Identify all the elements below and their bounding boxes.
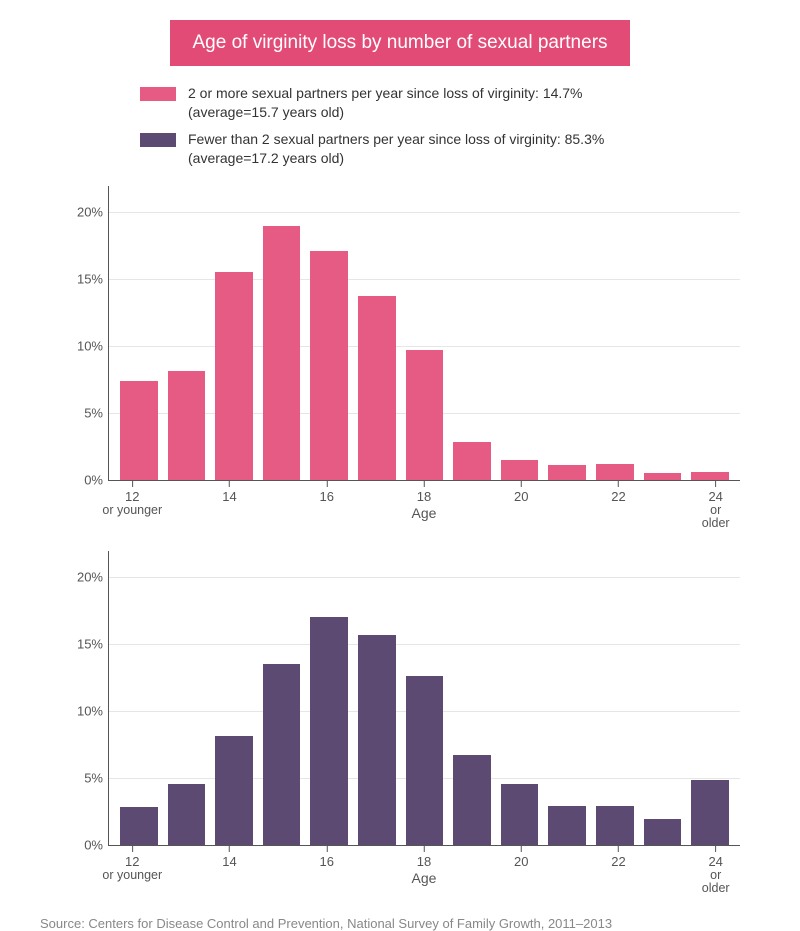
bar xyxy=(263,226,301,480)
x-axis: 12or younger141618202224or olderAge xyxy=(108,846,740,892)
y-axis-label: 5% xyxy=(63,770,103,785)
x-axis-tick-label: 24 xyxy=(702,854,730,869)
x-axis: 12or younger141618202224or olderAge xyxy=(108,481,740,527)
bar xyxy=(501,784,539,844)
x-axis-tick: 14 xyxy=(222,481,236,504)
y-axis-label: 20% xyxy=(63,570,103,585)
x-axis-sublabel: or older xyxy=(702,869,730,895)
bar xyxy=(168,784,206,844)
bar xyxy=(596,806,634,845)
bars-container xyxy=(109,551,740,845)
bar xyxy=(406,676,444,844)
x-axis-tick: 16 xyxy=(320,846,334,869)
legend-item: Fewer than 2 sexual partners per year si… xyxy=(140,130,660,168)
y-axis-label: 10% xyxy=(63,703,103,718)
x-axis-tick-label: 16 xyxy=(320,489,334,504)
x-axis-title: Age xyxy=(412,870,437,886)
bars-container xyxy=(109,186,740,480)
bar xyxy=(596,464,634,480)
bar-chart-bottom: 0%5%10%15%20%12or younger141618202224or … xyxy=(40,551,760,892)
chart-title: Age of virginity loss by number of sexua… xyxy=(170,20,629,66)
x-axis-title: Age xyxy=(412,505,437,521)
x-axis-tick-label: 22 xyxy=(611,854,625,869)
bar xyxy=(644,473,682,480)
bar xyxy=(263,664,301,844)
x-axis-tick-label: 18 xyxy=(417,489,431,504)
x-axis-tick: 12or younger xyxy=(102,481,162,517)
x-axis-tick: 24or older xyxy=(702,481,730,530)
bar xyxy=(120,381,158,480)
x-axis-tick-label: 24 xyxy=(702,489,730,504)
x-axis-tick: 24or older xyxy=(702,846,730,895)
bar xyxy=(501,460,539,480)
bar xyxy=(453,755,491,845)
x-axis-sublabel: or older xyxy=(702,504,730,530)
x-axis-tick: 22 xyxy=(611,481,625,504)
bar xyxy=(215,272,253,479)
y-axis-label: 20% xyxy=(63,205,103,220)
x-axis-tick: 12or younger xyxy=(102,846,162,882)
bar xyxy=(691,780,729,844)
x-axis-tick-label: 12 xyxy=(102,854,162,869)
x-axis-tick-label: 22 xyxy=(611,489,625,504)
x-axis-tick: 14 xyxy=(222,846,236,869)
legend-swatch-1 xyxy=(140,133,176,147)
x-axis-tick: 20 xyxy=(514,481,528,504)
bar-chart-top: 0%5%10%15%20%12or younger141618202224or … xyxy=(40,186,760,527)
bar xyxy=(120,807,158,844)
x-axis-tick-label: 14 xyxy=(222,489,236,504)
bar xyxy=(644,819,682,844)
y-axis-label: 0% xyxy=(63,472,103,487)
y-axis-label: 5% xyxy=(63,405,103,420)
bar xyxy=(358,296,396,479)
y-axis-label: 0% xyxy=(63,837,103,852)
bar xyxy=(548,465,586,480)
bar xyxy=(215,736,253,844)
bar xyxy=(168,371,206,479)
x-axis-tick: 18 xyxy=(417,481,431,504)
x-axis-tick-label: 18 xyxy=(417,854,431,869)
x-axis-tick-label: 20 xyxy=(514,854,528,869)
plot-area: 0%5%10%15%20% xyxy=(108,186,740,481)
x-axis-tick: 20 xyxy=(514,846,528,869)
y-axis-label: 15% xyxy=(63,637,103,652)
x-axis-tick-label: 14 xyxy=(222,854,236,869)
legend-text-0: 2 or more sexual partners per year since… xyxy=(188,84,660,122)
bar xyxy=(406,350,444,480)
bar xyxy=(310,251,348,480)
bar xyxy=(691,472,729,480)
x-axis-tick: 16 xyxy=(320,481,334,504)
x-axis-sublabel: or younger xyxy=(102,504,162,517)
x-axis-tick: 18 xyxy=(417,846,431,869)
legend: 2 or more sexual partners per year since… xyxy=(140,84,660,168)
legend-item: 2 or more sexual partners per year since… xyxy=(140,84,660,122)
source-citation: Source: Centers for Disease Control and … xyxy=(40,916,760,931)
bar xyxy=(310,617,348,844)
y-axis-label: 15% xyxy=(63,272,103,287)
plot-area: 0%5%10%15%20% xyxy=(108,551,740,846)
bar xyxy=(358,635,396,845)
bar xyxy=(453,442,491,479)
x-axis-tick-label: 16 xyxy=(320,854,334,869)
x-axis-tick-label: 12 xyxy=(102,489,162,504)
x-axis-sublabel: or younger xyxy=(102,869,162,882)
bar xyxy=(548,806,586,845)
legend-swatch-0 xyxy=(140,87,176,101)
y-axis-label: 10% xyxy=(63,338,103,353)
legend-text-1: Fewer than 2 sexual partners per year si… xyxy=(188,130,660,168)
x-axis-tick: 22 xyxy=(611,846,625,869)
x-axis-tick-label: 20 xyxy=(514,489,528,504)
